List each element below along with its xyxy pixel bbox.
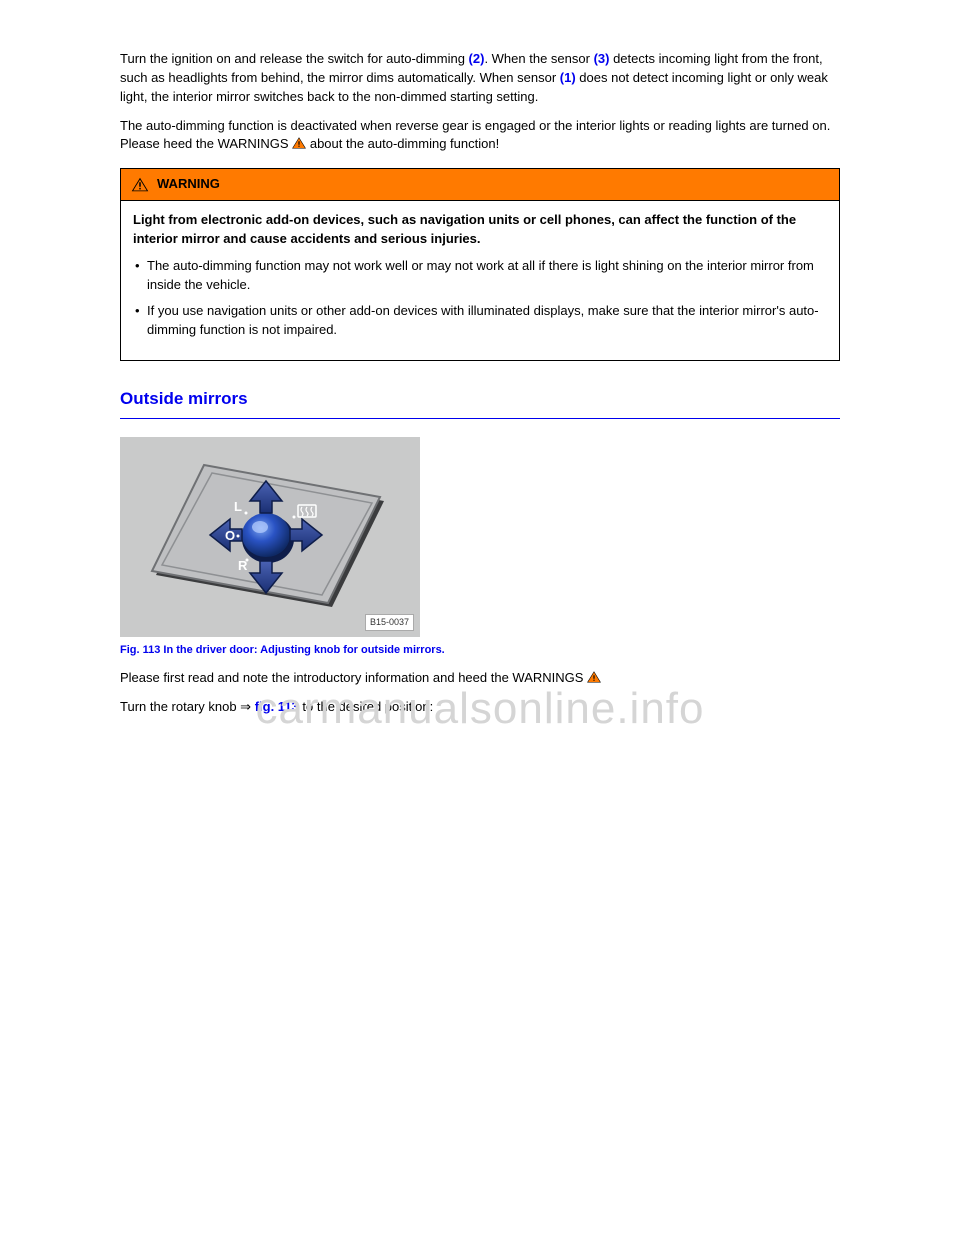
intro-paragraph-2: The auto-dimming function is deactivated… [120,117,840,155]
warning-lead: Light from electronic add-on devices, su… [133,211,827,249]
svg-text:L: L [234,499,242,514]
intro-paragraph-1: Turn the ignition on and release the swi… [120,50,840,107]
figure: L O R B15-0037 [120,437,420,637]
text: Please first read and note the introduct… [120,670,587,685]
text: to the desired position: [299,699,433,714]
figure-image: L O R B15-0037 [120,437,420,637]
figure-ref-link[interactable]: fig. 113 [255,699,299,714]
warning-body: Light from electronic add-on devices, su… [121,201,839,360]
figure-caption: Fig. 113 In the driver door: Adjusting k… [120,643,840,659]
body-intro: Please first read and note the introduct… [120,669,840,688]
text: . When the sensor [484,51,593,66]
warning-bullet: If you use navigation units or other add… [133,302,827,340]
ref-link[interactable]: (2) [469,51,485,66]
body-lead: Turn the rotary knob ⇒ fig. 113 to the d… [120,698,840,717]
text: Turn the ignition on and release the swi… [120,51,469,66]
warning-box: WARNING Light from electronic add-on dev… [120,168,840,361]
warning-bullet: The auto-dimming function may not work w… [133,257,827,295]
text: about the auto-dimming function! [310,136,499,151]
image-tag: B15-0037 [365,614,414,631]
section-rule [120,418,840,419]
warning-header: WARNING [121,169,839,201]
mirror-knob-illustration: L O R [120,437,420,637]
section-title: Outside mirrors [120,387,840,412]
warning-triangle-icon [587,671,601,683]
svg-text:O: O [225,528,235,543]
warning-triangle-icon [292,137,306,149]
ref-link[interactable]: (3) [594,51,610,66]
page-content: Turn the ignition on and release the swi… [0,0,960,766]
text: Turn the rotary knob ⇒ [120,699,255,714]
warning-label: WARNING [157,175,220,194]
ref-link[interactable]: (1) [560,70,576,85]
warning-triangle-icon [131,177,149,193]
